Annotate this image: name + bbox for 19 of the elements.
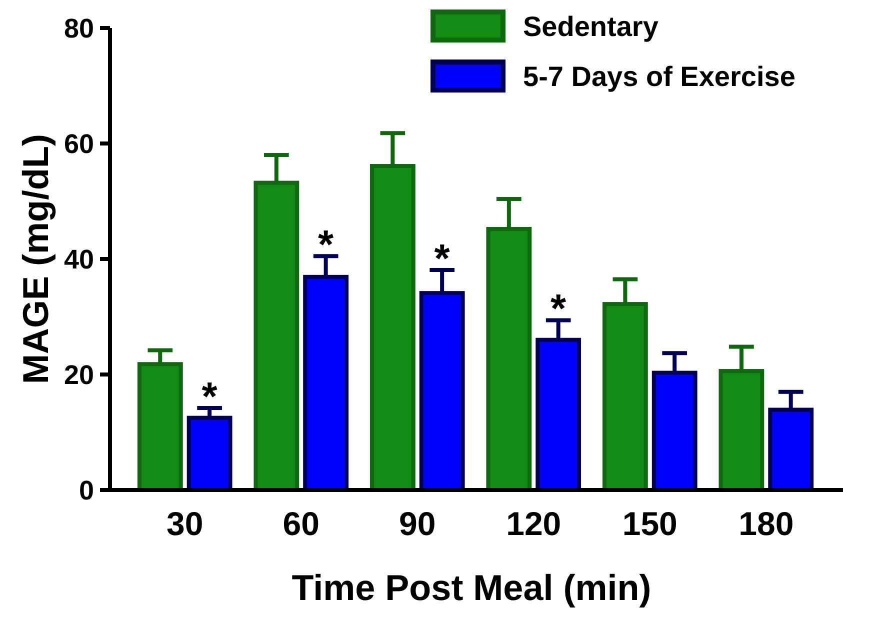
x-tick-label: 150 xyxy=(622,505,678,542)
annotation: * xyxy=(318,223,334,268)
y-axis-title: MAGE (mg/dL) xyxy=(15,134,56,384)
y-tick-label: 60 xyxy=(64,128,94,159)
y-tick-label: 40 xyxy=(64,244,94,274)
annotation: * xyxy=(202,374,218,419)
y-tick-label: 0 xyxy=(78,475,94,506)
annotation: * xyxy=(434,236,450,281)
x-tick-label: 120 xyxy=(506,505,562,542)
x-tick-label: 180 xyxy=(738,505,794,542)
legend-label: Sedentary xyxy=(523,10,659,42)
y-tick-label: 20 xyxy=(64,360,94,390)
annotation: * xyxy=(550,287,567,332)
legend-label: 5-7 Days of Exercise xyxy=(523,60,796,92)
y-tick-label: 80 xyxy=(64,13,94,44)
x-tick-label: 90 xyxy=(399,505,436,542)
x-tick-label: 30 xyxy=(166,505,204,542)
x-axis-title: Time Post Meal (min) xyxy=(292,567,652,608)
x-tick-label: 60 xyxy=(282,505,320,542)
